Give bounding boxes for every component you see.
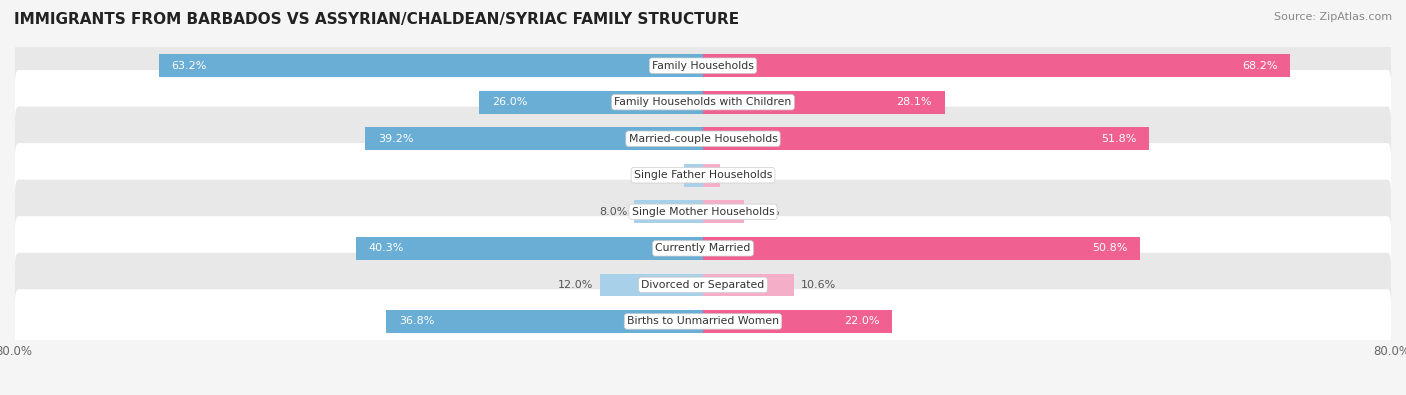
Text: 50.8%: 50.8% [1092,243,1128,253]
Bar [703,274,794,296]
Text: Married-couple Households: Married-couple Households [628,134,778,144]
Bar [703,201,744,223]
Text: 12.0%: 12.0% [557,280,593,290]
Bar [703,310,893,333]
Text: Family Households: Family Households [652,61,754,71]
Text: 4.8%: 4.8% [751,207,780,217]
Text: Currently Married: Currently Married [655,243,751,253]
Text: 2.0%: 2.0% [727,170,755,180]
FancyBboxPatch shape [15,34,1391,98]
Bar [366,128,703,150]
FancyBboxPatch shape [15,180,1391,244]
Bar [703,237,1140,260]
Text: Single Father Households: Single Father Households [634,170,772,180]
FancyBboxPatch shape [15,70,1391,134]
FancyBboxPatch shape [15,253,1391,317]
Bar [159,55,703,77]
FancyBboxPatch shape [15,107,1391,171]
Bar [634,201,703,223]
Bar [703,91,945,113]
Bar [356,237,703,260]
Text: Single Mother Households: Single Mother Households [631,207,775,217]
Text: IMMIGRANTS FROM BARBADOS VS ASSYRIAN/CHALDEAN/SYRIAC FAMILY STRUCTURE: IMMIGRANTS FROM BARBADOS VS ASSYRIAN/CHA… [14,12,740,27]
Text: 22.0%: 22.0% [844,316,880,326]
Text: Family Households with Children: Family Households with Children [614,97,792,107]
Text: 28.1%: 28.1% [897,97,932,107]
Bar [685,164,703,186]
Text: 8.0%: 8.0% [599,207,627,217]
Text: 10.6%: 10.6% [801,280,837,290]
FancyBboxPatch shape [15,143,1391,207]
Text: 36.8%: 36.8% [399,316,434,326]
Text: Divorced or Separated: Divorced or Separated [641,280,765,290]
Text: 68.2%: 68.2% [1241,61,1278,71]
Text: 39.2%: 39.2% [378,134,413,144]
Text: Births to Unmarried Women: Births to Unmarried Women [627,316,779,326]
Bar [703,164,720,186]
FancyBboxPatch shape [15,216,1391,280]
Text: Source: ZipAtlas.com: Source: ZipAtlas.com [1274,12,1392,22]
Bar [703,128,1149,150]
Bar [703,55,1291,77]
Text: 51.8%: 51.8% [1101,134,1136,144]
Text: 2.2%: 2.2% [648,170,678,180]
Text: 26.0%: 26.0% [492,97,527,107]
Text: 40.3%: 40.3% [368,243,405,253]
Bar [387,310,703,333]
Bar [479,91,703,113]
Text: 63.2%: 63.2% [172,61,207,71]
Legend: Immigrants from Barbados, Assyrian/Chaldean/Syriac: Immigrants from Barbados, Assyrian/Chald… [503,392,903,395]
Bar [599,274,703,296]
FancyBboxPatch shape [15,289,1391,354]
